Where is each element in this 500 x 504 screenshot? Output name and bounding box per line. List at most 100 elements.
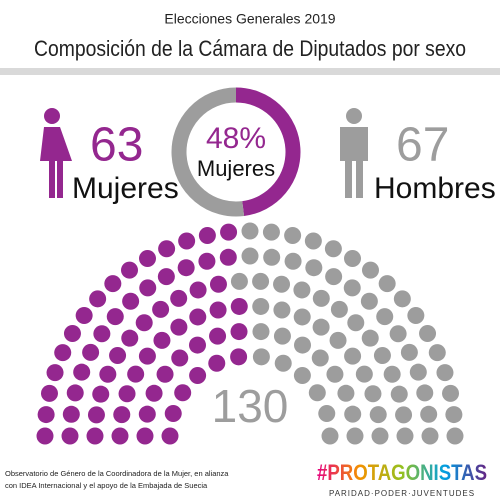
seat [61,427,79,445]
seat [36,427,54,445]
seat [389,325,407,343]
seat [93,325,111,343]
title-rule [0,68,500,75]
seat [421,427,439,445]
seat [106,308,124,326]
seat [87,406,105,424]
seat [63,325,81,342]
seat [273,275,291,293]
donut-label: Mujeres [197,156,275,181]
credit-line: con IDEA Internacional y el apoyo de la … [5,481,208,490]
seat [66,384,84,402]
seat [407,307,425,325]
seat [294,336,311,354]
seat [109,346,127,364]
seat [442,384,460,402]
seat [273,301,291,319]
seat [153,331,171,349]
seat [138,347,156,365]
seat [312,318,330,336]
seat [89,290,107,308]
seat [344,249,361,267]
seat [344,405,362,423]
seat [293,367,311,385]
donut-slice [171,87,245,217]
seat [136,427,154,445]
brand: #PROTAGONISTAS [317,460,487,485]
seat [324,240,342,258]
seat [293,308,311,326]
seat [326,365,344,383]
seat [189,308,207,326]
seat [318,404,336,422]
title: Composición de la Cámara de Diputados po… [34,36,466,61]
seat [37,406,55,424]
seat [230,297,248,315]
seat [127,365,145,383]
seat [198,252,216,270]
seat [344,347,362,365]
seat [284,252,302,270]
total-seats: 130 [212,380,289,432]
seat [445,406,463,424]
seat [46,364,64,382]
seat [284,226,302,244]
seat [54,344,72,362]
credit-line: Observatorio de Género de la Coordinador… [5,469,229,478]
seat [121,261,139,279]
men-count: 67 [396,119,449,172]
seat [371,427,389,445]
seat [220,223,238,241]
seat [161,427,179,445]
seat [262,223,280,241]
seat [139,249,156,267]
donut-slice [235,87,301,216]
parliament [36,222,464,445]
seat [305,259,323,277]
seat [92,385,110,403]
seat [164,404,182,422]
woman-icon [40,108,72,198]
seat [400,343,418,361]
seat [378,275,396,293]
seat [346,427,364,445]
seat [198,226,216,244]
seat [308,384,326,402]
seat [252,323,270,341]
seat [376,308,394,326]
women-count: 63 [90,119,143,172]
subtitle: Elecciones Generales 2019 [164,11,335,27]
seat [321,427,339,445]
seat [157,268,175,286]
seat [396,427,414,445]
seat [209,327,227,345]
seat [347,314,365,332]
seat [104,275,122,293]
seat [99,365,117,383]
seat [121,329,139,347]
seat [428,344,446,362]
seat [312,289,330,307]
seat [252,348,270,366]
seat [82,343,100,361]
seat [135,314,153,332]
seat [355,365,373,383]
seat [360,292,378,310]
seat [252,297,270,315]
seat [373,346,391,364]
seat [446,427,464,445]
seat [189,367,207,385]
seat [409,363,427,381]
seat [329,331,347,349]
seat [263,248,281,266]
seat [156,365,174,383]
seat [219,248,237,266]
seat [241,222,259,240]
men-label: Hombres [374,172,496,205]
seat [274,354,292,372]
seat [208,354,226,372]
seat [158,240,176,258]
seat [230,323,248,341]
seat [73,363,91,381]
seat [118,385,136,403]
